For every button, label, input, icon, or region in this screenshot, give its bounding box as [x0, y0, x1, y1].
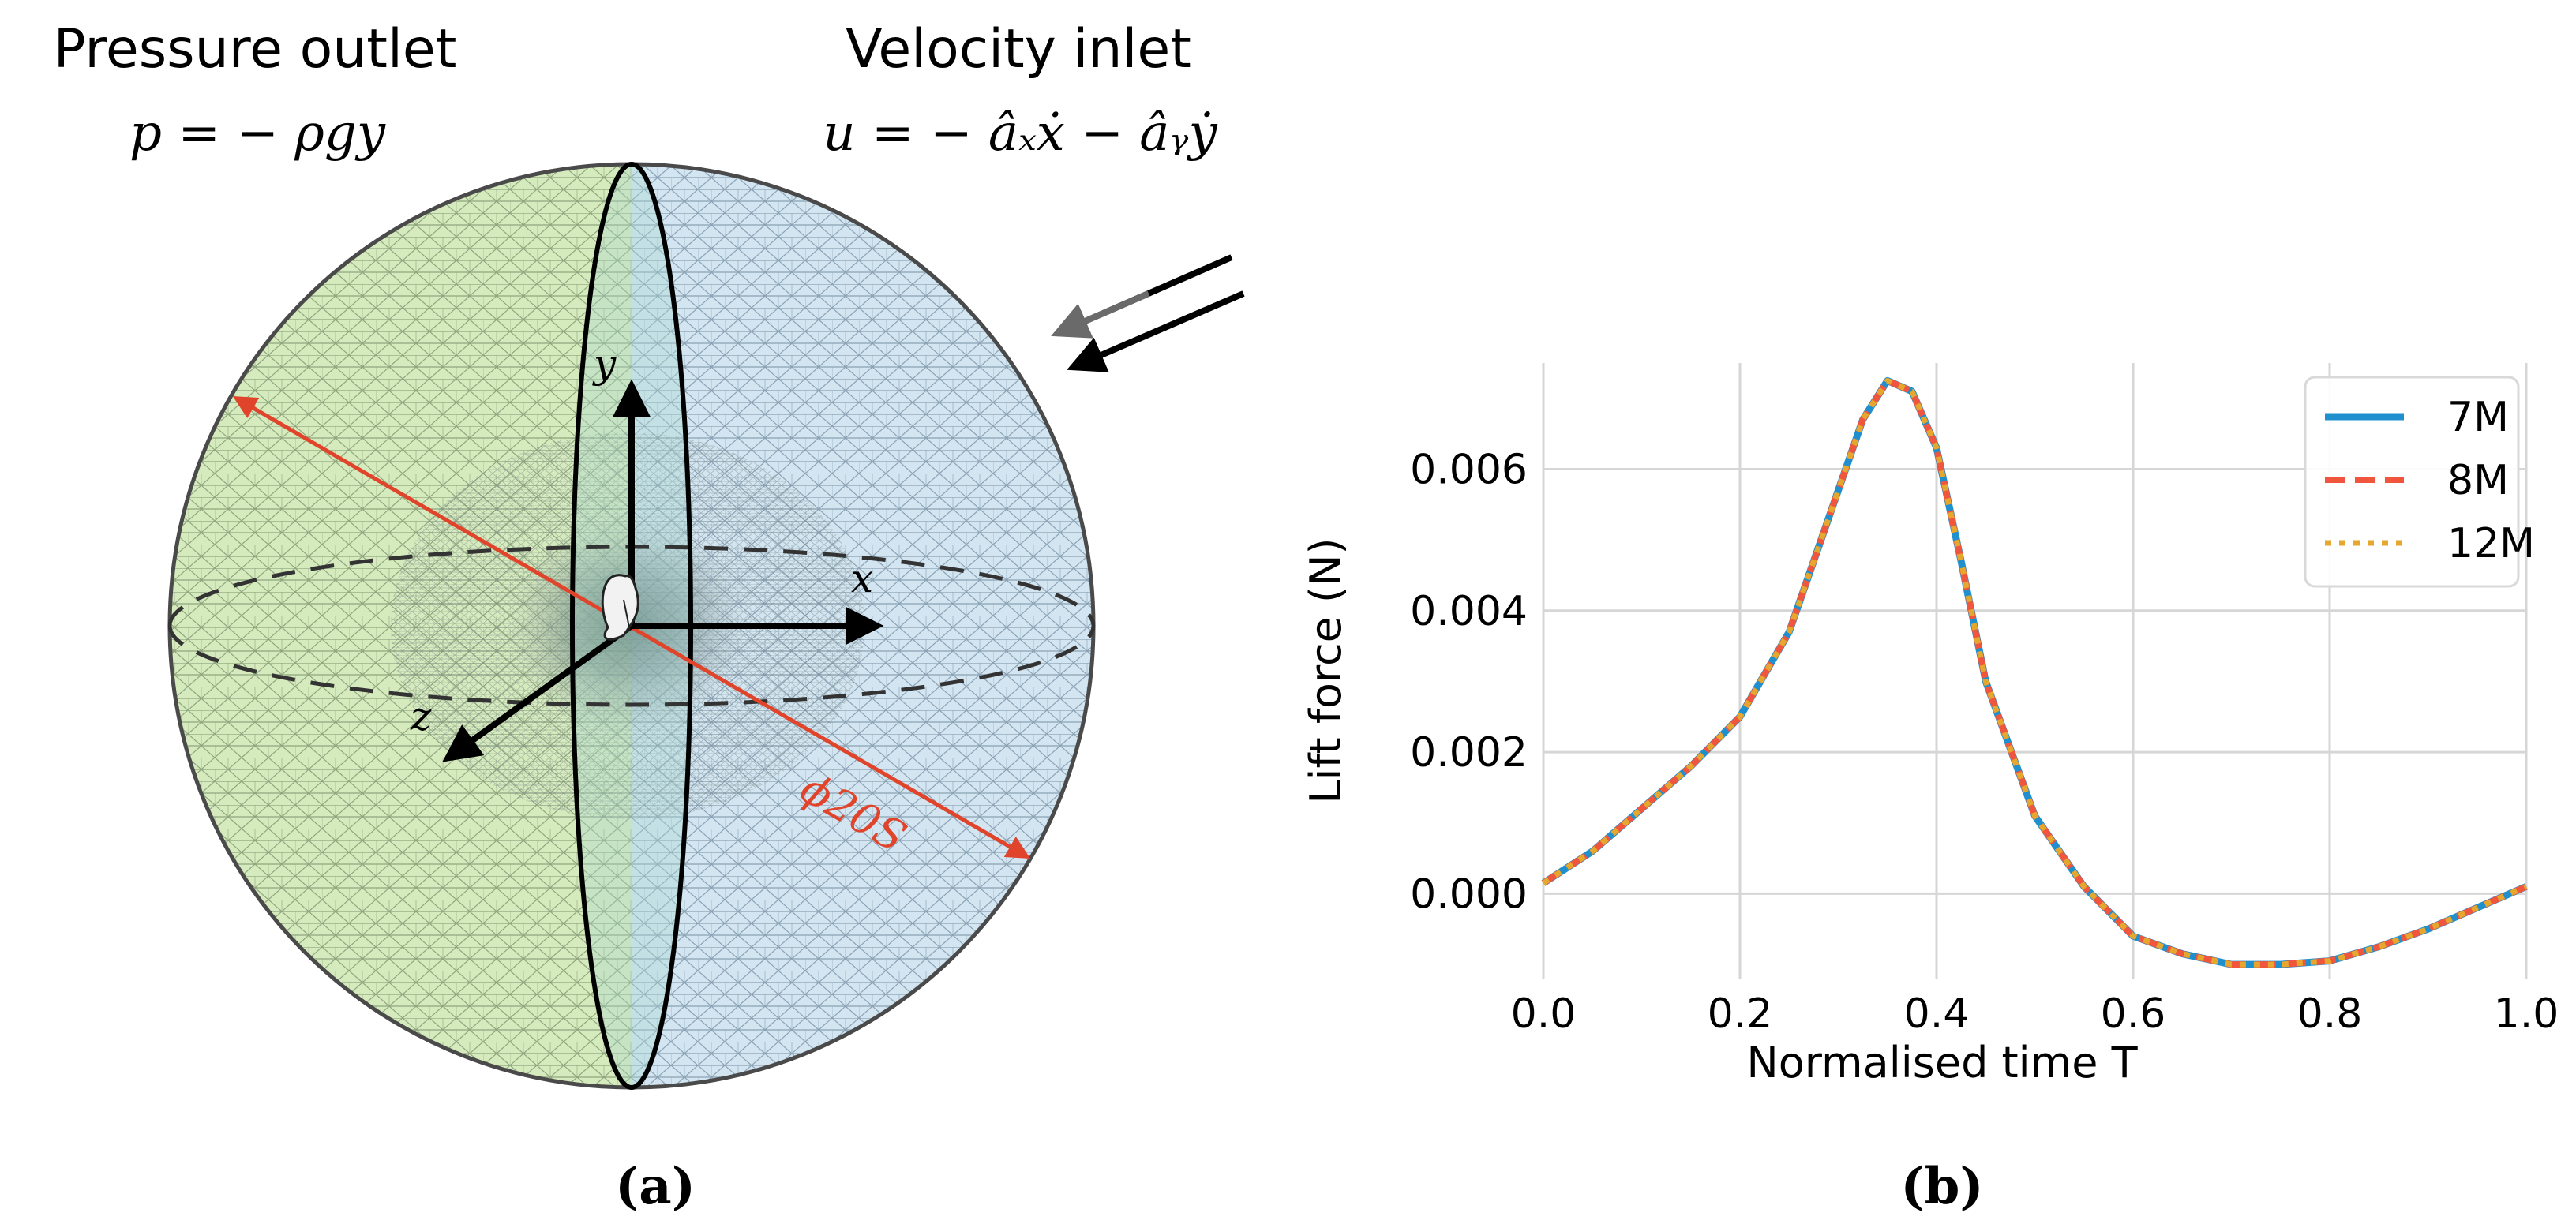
flow-arrow-upper-tip	[1051, 290, 1150, 339]
x-tick-label: 0.4	[1904, 990, 1970, 1038]
velocity-inlet-title: Velocity inlet	[846, 18, 1191, 80]
insect-model	[601, 574, 639, 641]
x-axis-title: Normalised time T	[1746, 1038, 2138, 1087]
x-tick-label: 0.8	[2297, 990, 2363, 1038]
mesh-sphere	[170, 164, 1093, 1087]
velocity-inlet-equation: u = − âₓẋ − âᵧẏ	[823, 104, 1217, 163]
y-axis-title: Lift force (N)	[1301, 537, 1351, 803]
series-line-12M	[1542, 377, 2528, 968]
y-tick-label: 0.002	[1410, 729, 1528, 777]
z-axis-arrow	[442, 623, 634, 762]
y-tick-label: 0.004	[1410, 588, 1528, 635]
x-tick-labels: 0.0 0.2 0.4 0.6 0.8 1.0	[1511, 990, 2559, 1038]
z-axis-label: z	[410, 694, 432, 739]
x-tick-label: 0.0	[1511, 990, 1577, 1038]
x-tick-label: 1.0	[2494, 990, 2559, 1038]
x-tick-label: 0.2	[1708, 990, 1773, 1038]
pressure-outlet-equation: p = − ρgy	[129, 104, 386, 163]
chart-legend: 7M 8M 12M	[2304, 376, 2535, 588]
legend-box	[2304, 376, 2520, 588]
x-axis-label: x	[851, 556, 873, 601]
x-tick-label: 0.6	[2101, 990, 2166, 1038]
chart-series-lines	[1541, 376, 2528, 968]
flow-arrow-lower	[1067, 290, 1245, 372]
caption-a: (a)	[615, 1157, 696, 1216]
legend-label-7M: 7M	[2447, 394, 2509, 441]
pressure-outlet-title: Pressure outlet	[54, 18, 457, 80]
legend-label-12M: 12M	[2447, 520, 2535, 567]
y-tick-label: 0.000	[1410, 870, 1528, 918]
y-tick-label: 0.006	[1410, 446, 1528, 493]
y-axis-label: y	[592, 341, 617, 387]
y-tick-labels: 0.000 0.002 0.004 0.006	[1410, 446, 1528, 918]
panel-a: Pressure outlet p = − ρgy Velocity inlet…	[54, 18, 1245, 1216]
panel-b-chart: 0.0 0.2 0.4 0.6 0.8 1.0 0.0000.0020.0040.006 …	[1301, 363, 2559, 1087]
caption-b: (b)	[1900, 1157, 1983, 1216]
legend-label-8M: 8M	[2447, 457, 2509, 504]
